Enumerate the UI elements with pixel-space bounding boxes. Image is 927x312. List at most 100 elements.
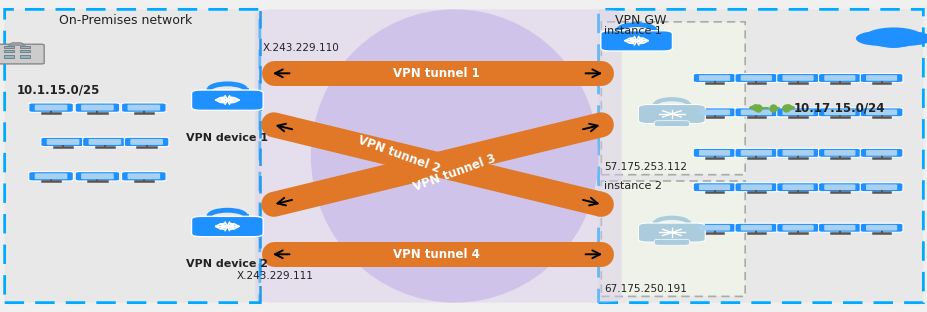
Text: 10.1.15.0/25: 10.1.15.0/25 — [17, 84, 100, 97]
FancyBboxPatch shape — [859, 149, 902, 157]
FancyBboxPatch shape — [776, 108, 819, 117]
Text: X.243.229.111: X.243.229.111 — [236, 271, 313, 281]
FancyBboxPatch shape — [638, 105, 705, 124]
FancyBboxPatch shape — [692, 108, 735, 117]
FancyBboxPatch shape — [127, 105, 160, 110]
FancyBboxPatch shape — [598, 9, 922, 303]
FancyBboxPatch shape — [818, 74, 860, 82]
Bar — [20, 50, 30, 52]
FancyBboxPatch shape — [692, 74, 735, 82]
FancyBboxPatch shape — [654, 239, 689, 245]
FancyBboxPatch shape — [781, 75, 813, 81]
FancyBboxPatch shape — [698, 184, 730, 190]
FancyBboxPatch shape — [255, 9, 621, 303]
FancyBboxPatch shape — [29, 103, 73, 112]
Bar — [5, 55, 14, 58]
FancyBboxPatch shape — [127, 173, 160, 179]
FancyBboxPatch shape — [859, 108, 902, 117]
FancyBboxPatch shape — [823, 150, 855, 156]
FancyBboxPatch shape — [600, 31, 672, 51]
FancyBboxPatch shape — [734, 149, 777, 157]
FancyBboxPatch shape — [818, 108, 860, 117]
FancyBboxPatch shape — [776, 74, 819, 82]
FancyBboxPatch shape — [776, 149, 819, 157]
FancyBboxPatch shape — [191, 90, 263, 110]
FancyBboxPatch shape — [859, 183, 902, 192]
FancyBboxPatch shape — [859, 74, 902, 82]
FancyBboxPatch shape — [818, 183, 860, 192]
Text: On-Premises network: On-Premises network — [58, 14, 192, 27]
FancyBboxPatch shape — [823, 110, 855, 115]
Text: VPN tunnel 1: VPN tunnel 1 — [392, 67, 479, 80]
FancyBboxPatch shape — [121, 172, 166, 181]
Circle shape — [875, 36, 910, 48]
FancyBboxPatch shape — [0, 44, 44, 64]
FancyBboxPatch shape — [859, 223, 902, 232]
FancyBboxPatch shape — [88, 139, 121, 145]
Text: 10.17.15.0/24: 10.17.15.0/24 — [793, 101, 884, 114]
Text: VPN device 1: VPN device 1 — [186, 133, 268, 143]
FancyBboxPatch shape — [823, 75, 855, 81]
Bar — [20, 55, 30, 58]
FancyBboxPatch shape — [698, 225, 730, 231]
Ellipse shape — [311, 9, 598, 303]
FancyBboxPatch shape — [734, 108, 777, 117]
FancyBboxPatch shape — [29, 172, 73, 181]
FancyBboxPatch shape — [734, 223, 777, 232]
FancyBboxPatch shape — [698, 75, 730, 81]
Text: VPN tunnel 4: VPN tunnel 4 — [392, 248, 479, 261]
FancyBboxPatch shape — [75, 103, 120, 112]
Text: VPN tunnel 2: VPN tunnel 2 — [356, 134, 441, 175]
Bar — [20, 46, 30, 48]
FancyBboxPatch shape — [130, 139, 163, 145]
FancyBboxPatch shape — [734, 183, 777, 192]
FancyBboxPatch shape — [75, 172, 120, 181]
Text: X.243.229.110: X.243.229.110 — [262, 43, 339, 53]
FancyBboxPatch shape — [638, 223, 705, 242]
FancyBboxPatch shape — [46, 139, 80, 145]
Circle shape — [863, 27, 922, 47]
FancyBboxPatch shape — [740, 110, 771, 115]
FancyBboxPatch shape — [698, 110, 730, 115]
FancyBboxPatch shape — [865, 225, 896, 231]
FancyBboxPatch shape — [781, 150, 813, 156]
FancyBboxPatch shape — [740, 75, 771, 81]
FancyBboxPatch shape — [34, 105, 68, 110]
FancyBboxPatch shape — [734, 74, 777, 82]
FancyBboxPatch shape — [34, 173, 68, 179]
Circle shape — [888, 31, 927, 46]
FancyBboxPatch shape — [654, 121, 689, 127]
Polygon shape — [7, 43, 25, 45]
FancyBboxPatch shape — [740, 150, 771, 156]
FancyBboxPatch shape — [740, 225, 771, 231]
FancyBboxPatch shape — [81, 105, 114, 110]
FancyBboxPatch shape — [121, 103, 166, 112]
FancyBboxPatch shape — [81, 173, 114, 179]
FancyBboxPatch shape — [692, 183, 735, 192]
FancyBboxPatch shape — [865, 150, 896, 156]
FancyBboxPatch shape — [818, 149, 860, 157]
FancyBboxPatch shape — [5, 9, 260, 303]
FancyBboxPatch shape — [823, 225, 855, 231]
FancyBboxPatch shape — [692, 223, 735, 232]
Text: instance 2: instance 2 — [603, 181, 662, 191]
FancyBboxPatch shape — [823, 184, 855, 190]
FancyBboxPatch shape — [692, 149, 735, 157]
Text: instance 1: instance 1 — [603, 26, 661, 36]
Bar — [5, 50, 14, 52]
FancyBboxPatch shape — [83, 137, 127, 147]
Text: VPN device 2: VPN device 2 — [186, 259, 268, 269]
Text: VPN GW: VPN GW — [615, 14, 666, 27]
FancyBboxPatch shape — [124, 137, 169, 147]
Bar — [5, 46, 14, 48]
FancyBboxPatch shape — [818, 223, 860, 232]
FancyBboxPatch shape — [776, 183, 819, 192]
FancyBboxPatch shape — [698, 150, 730, 156]
Text: 57.175.253.112: 57.175.253.112 — [603, 162, 686, 172]
FancyBboxPatch shape — [781, 184, 813, 190]
FancyBboxPatch shape — [865, 110, 896, 115]
FancyBboxPatch shape — [601, 22, 744, 175]
Text: 67.175.250.191: 67.175.250.191 — [603, 284, 686, 294]
FancyBboxPatch shape — [191, 217, 263, 237]
FancyBboxPatch shape — [865, 184, 896, 190]
